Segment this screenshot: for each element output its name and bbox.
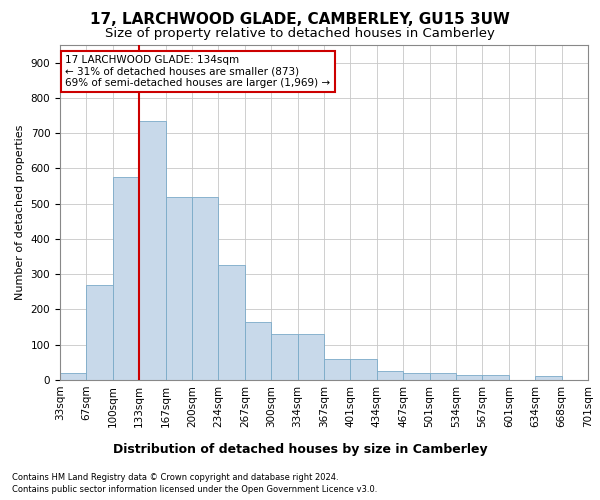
Bar	[218, 266, 245, 380]
Bar	[298, 334, 324, 380]
Bar	[324, 359, 350, 380]
Bar	[430, 373, 456, 380]
Y-axis label: Number of detached properties: Number of detached properties	[15, 125, 25, 300]
Text: Size of property relative to detached houses in Camberley: Size of property relative to detached ho…	[105, 28, 495, 40]
Text: Contains HM Land Registry data © Crown copyright and database right 2024.: Contains HM Land Registry data © Crown c…	[12, 472, 338, 482]
Bar	[113, 177, 139, 380]
Text: Distribution of detached houses by size in Camberley: Distribution of detached houses by size …	[113, 442, 487, 456]
Bar	[403, 373, 430, 380]
Bar	[245, 322, 271, 380]
Bar	[139, 121, 166, 380]
Bar	[350, 359, 377, 380]
Bar	[271, 334, 298, 380]
Bar	[377, 371, 403, 380]
Bar	[192, 196, 218, 380]
Bar	[60, 373, 86, 380]
Bar	[456, 374, 482, 380]
Text: 17, LARCHWOOD GLADE, CAMBERLEY, GU15 3UW: 17, LARCHWOOD GLADE, CAMBERLEY, GU15 3UW	[90, 12, 510, 28]
Bar	[535, 376, 562, 380]
Bar	[166, 196, 192, 380]
Text: Contains public sector information licensed under the Open Government Licence v3: Contains public sector information licen…	[12, 485, 377, 494]
Bar	[482, 374, 509, 380]
Text: 17 LARCHWOOD GLADE: 134sqm
← 31% of detached houses are smaller (873)
69% of sem: 17 LARCHWOOD GLADE: 134sqm ← 31% of deta…	[65, 55, 331, 88]
Bar	[86, 285, 113, 380]
